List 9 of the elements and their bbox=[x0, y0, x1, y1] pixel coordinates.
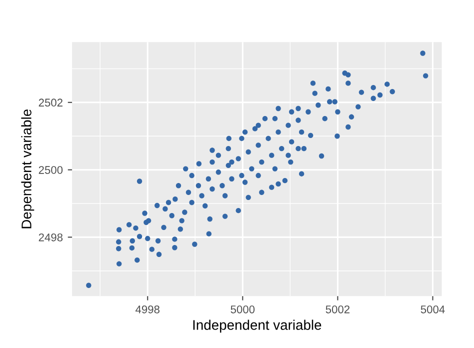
y-tick-label: 2502 bbox=[38, 98, 62, 107]
x-tick-label: 5004 bbox=[420, 305, 445, 314]
x-tick-label: 4998 bbox=[136, 305, 160, 314]
y-tick-label: 2498 bbox=[38, 233, 63, 242]
x-tick-label: 5000 bbox=[230, 305, 255, 314]
x-tick-label: 5002 bbox=[326, 305, 350, 314]
x-axis-title: Independent variable bbox=[193, 320, 322, 333]
y-axis-title: Dependent variable bbox=[21, 110, 34, 228]
y-tick-label: 2500 bbox=[38, 166, 63, 174]
